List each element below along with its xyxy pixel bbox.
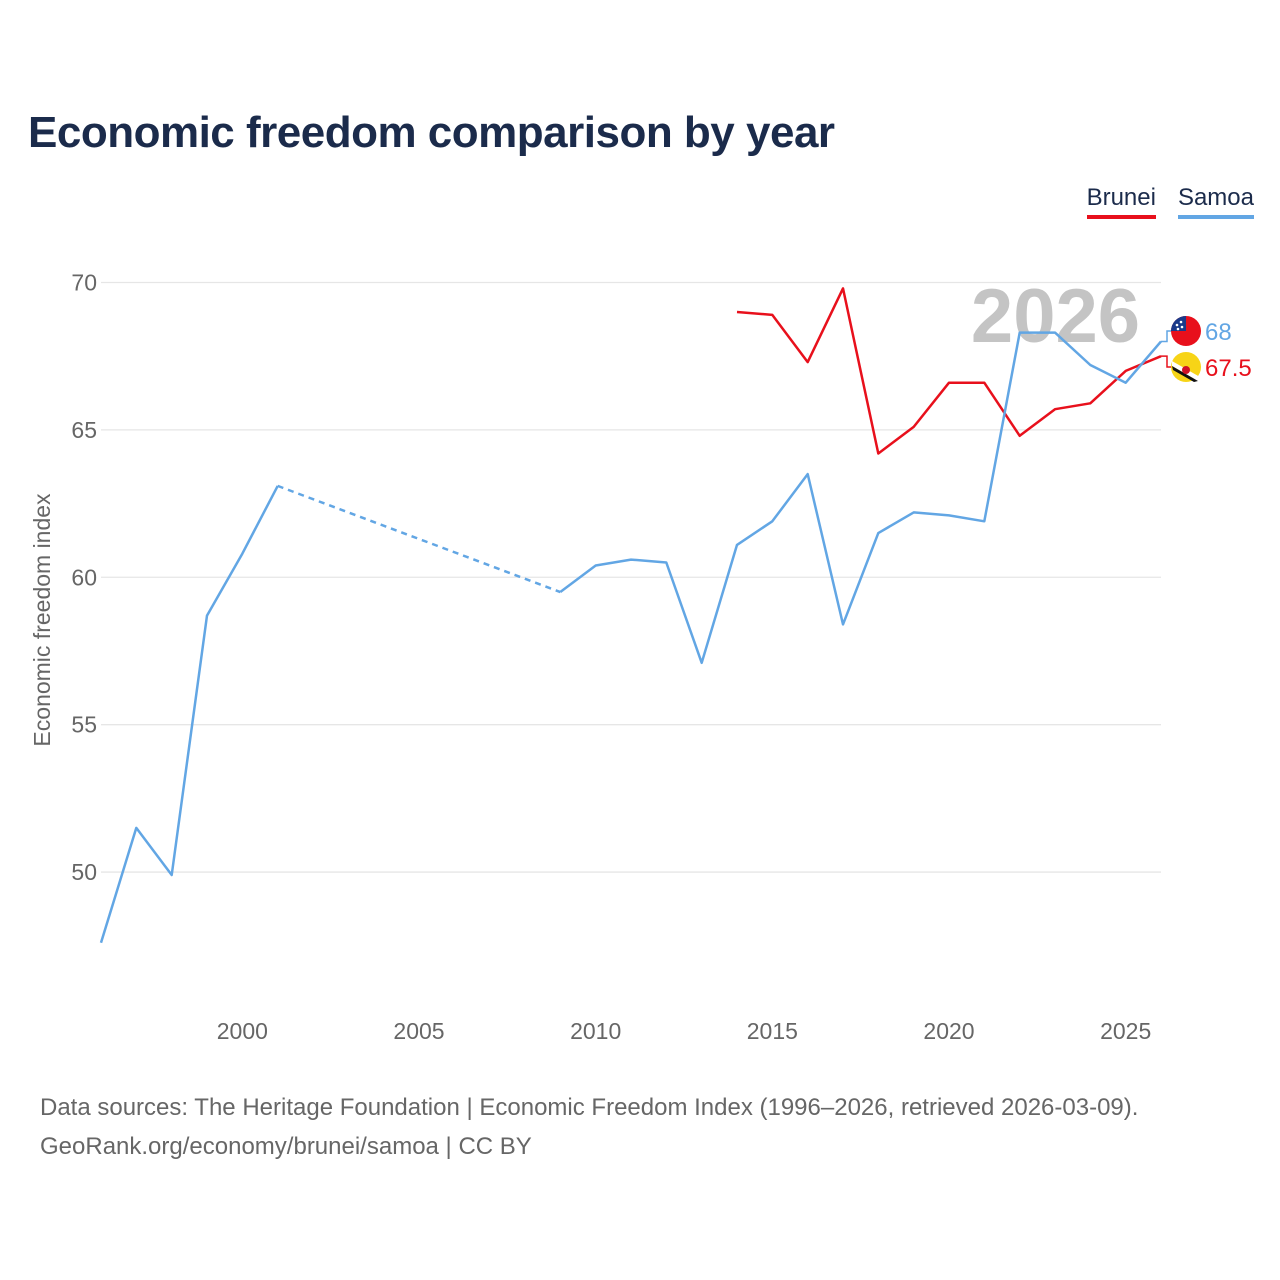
flag-stripe-black <box>1172 366 1198 382</box>
y-tick-label: 60 <box>71 564 97 590</box>
connector-brunei <box>1161 355 1173 368</box>
end-label-samoa: 68 <box>1205 319 1232 346</box>
flag-emblem <box>1182 366 1190 374</box>
series-line-brunei <box>736 287 1162 455</box>
series-brunei <box>736 287 1162 455</box>
y-axis-label: Economic freedom index <box>29 493 55 747</box>
flag-star <box>1176 327 1180 331</box>
series-layer <box>99 287 1162 944</box>
data-source-text: Data sources: The Heritage Foundation | … <box>40 1094 1139 1121</box>
x-tick-label: 2020 <box>923 1018 974 1044</box>
series-line-samoa <box>99 485 279 944</box>
y-tick-label: 50 <box>71 859 97 885</box>
line-chart: 50 55 60 65 70 2000 2005 2010 2015 2020 2025 Econ… <box>29 269 1252 1044</box>
y-tick-label: 55 <box>71 712 97 738</box>
x-tick-label: 2005 <box>393 1018 444 1044</box>
gridlines <box>101 281 1161 873</box>
legend-item-samoa[interactable]: Samoa <box>1177 184 1254 219</box>
x-tick-label: 2015 <box>747 1018 798 1044</box>
flag-star <box>1175 323 1179 327</box>
brunei-flag-icon <box>1171 352 1201 382</box>
y-tick-label: 70 <box>71 269 97 295</box>
x-tick-label: 2025 <box>1100 1018 1151 1044</box>
x-axis-ticks: 2000 2005 2010 2015 2020 2025 <box>217 1018 1152 1044</box>
chart-title: Economic freedom comparison by year <box>28 108 835 157</box>
legend: Brunei Samoa <box>1086 184 1254 219</box>
y-tick-label: 65 <box>71 417 97 443</box>
series-samoa <box>99 331 1162 944</box>
x-tick-label: 2010 <box>570 1018 621 1044</box>
end-labels: 67.5 68 <box>1161 316 1252 382</box>
legend-item-brunei[interactable]: Brunei <box>1086 184 1156 219</box>
connector-samoa <box>1161 330 1173 343</box>
end-label-brunei: 67.5 <box>1205 355 1252 382</box>
year-watermark: 2026 <box>971 274 1140 359</box>
series-line-gap-samoa <box>277 484 561 594</box>
y-axis-ticks: 50 55 60 65 70 <box>71 269 97 885</box>
flag-star <box>1179 320 1183 324</box>
attribution-text: GeoRank.org/economy/brunei/samoa | CC BY <box>40 1133 532 1160</box>
x-tick-label: 2000 <box>217 1018 268 1044</box>
samoa-flag-icon <box>1171 316 1201 346</box>
footer: Data sources: The Heritage Foundation | … <box>40 1088 1138 1166</box>
series-line-samoa <box>559 331 1162 665</box>
flag-star <box>1180 325 1184 329</box>
